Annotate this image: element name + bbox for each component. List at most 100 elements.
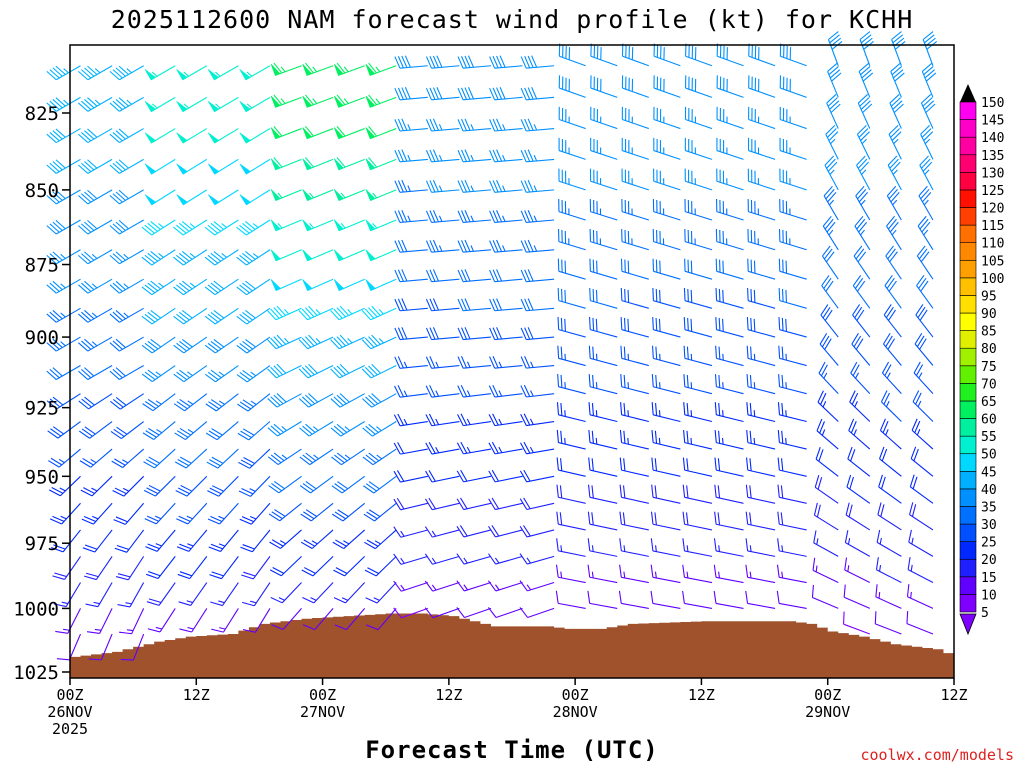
wind-barb bbox=[456, 580, 492, 592]
wind-barb bbox=[457, 413, 492, 427]
wind-barb bbox=[241, 556, 271, 580]
colorbar-label: 115 bbox=[981, 219, 1004, 234]
wind-barb bbox=[394, 239, 428, 253]
wind-barb bbox=[587, 564, 618, 584]
wind-barb bbox=[488, 469, 523, 483]
wind-barb bbox=[682, 484, 713, 504]
wind-barb bbox=[146, 582, 176, 606]
wind-barb bbox=[238, 448, 271, 469]
wind-barb bbox=[333, 582, 366, 604]
wind-barb bbox=[777, 511, 807, 531]
colorbar-top-arrow bbox=[960, 84, 976, 102]
wind-barb bbox=[684, 258, 713, 280]
y-tick-label: 825 bbox=[25, 103, 59, 125]
wind-barb bbox=[457, 327, 492, 341]
wind-barb bbox=[776, 564, 807, 584]
wind-barb bbox=[851, 333, 871, 366]
colorbar-segment bbox=[959, 347, 977, 367]
wind-barb bbox=[778, 374, 807, 395]
wind-barb bbox=[746, 317, 776, 338]
wind-barb bbox=[143, 448, 176, 469]
wind-barb bbox=[113, 502, 145, 525]
wind-barb bbox=[520, 87, 555, 101]
wind-barb bbox=[109, 365, 144, 381]
wind-barb bbox=[886, 215, 902, 251]
wind-barb bbox=[78, 336, 113, 352]
wind-barb bbox=[207, 502, 239, 525]
wind-barb bbox=[425, 385, 460, 398]
colorbar-segment bbox=[959, 365, 977, 384]
wind-barb bbox=[268, 475, 302, 494]
wind-barb bbox=[619, 457, 649, 477]
wind-barb bbox=[207, 475, 239, 497]
x-axis-label: Forecast Time (UTC) bbox=[365, 736, 659, 764]
colorbar-label: 120 bbox=[981, 202, 1004, 217]
wind-barb bbox=[558, 137, 586, 160]
wind-barb bbox=[173, 365, 208, 383]
wind-barb bbox=[855, 185, 871, 221]
x-tick-label: 28NOV bbox=[553, 703, 598, 721]
wind-barb bbox=[489, 269, 523, 283]
wind-barb bbox=[715, 317, 744, 338]
wind-barb bbox=[826, 94, 841, 129]
wind-barb bbox=[302, 157, 334, 171]
wind-barb bbox=[115, 556, 145, 581]
wind-barb bbox=[142, 393, 176, 412]
wind-barb bbox=[489, 179, 523, 193]
wind-barb bbox=[558, 168, 586, 191]
wind-barb bbox=[778, 317, 807, 338]
colorbar-segment bbox=[959, 594, 977, 613]
wind-barb bbox=[425, 87, 460, 101]
wind-barb bbox=[365, 126, 397, 140]
wind-barb bbox=[109, 96, 144, 112]
chart-title: 2025112600 NAM forecast wind profile (kt… bbox=[111, 5, 914, 34]
wind-barb bbox=[822, 245, 839, 280]
wind-barb bbox=[80, 475, 113, 497]
wind-barb bbox=[846, 474, 871, 504]
wind-barb bbox=[365, 278, 397, 291]
wind-barb bbox=[46, 365, 81, 381]
wind-barb bbox=[333, 219, 365, 232]
colorbar-segment bbox=[959, 242, 977, 261]
colorbar-segment bbox=[959, 277, 977, 296]
wind-barb bbox=[621, 75, 649, 98]
wind-barb bbox=[302, 62, 334, 76]
colorbar-label: 70 bbox=[981, 377, 997, 392]
colorbar-label: 110 bbox=[981, 237, 1004, 252]
wind-barb bbox=[46, 96, 81, 112]
wind-barb bbox=[393, 442, 428, 455]
x-tick-label: 26NOV bbox=[47, 703, 92, 721]
wind-barb bbox=[814, 475, 839, 504]
wind-barb bbox=[713, 590, 744, 609]
wind-barb bbox=[207, 65, 239, 81]
wind-barb bbox=[910, 446, 934, 477]
x-tick-label: 12Z bbox=[183, 686, 210, 704]
wind-barb bbox=[883, 304, 902, 338]
wind-barb bbox=[683, 288, 713, 309]
wind-barb bbox=[456, 497, 492, 511]
wind-barb bbox=[489, 118, 523, 132]
wind-barb bbox=[652, 228, 681, 251]
wind-barb bbox=[362, 448, 397, 466]
wind-barb bbox=[110, 393, 144, 410]
colorbar-segment bbox=[959, 435, 977, 455]
wind-barb bbox=[621, 168, 649, 191]
wind-barb bbox=[487, 580, 523, 592]
wind-barb bbox=[714, 457, 744, 477]
wind-barb bbox=[175, 475, 208, 497]
wind-barb bbox=[302, 582, 334, 604]
wind-barb bbox=[653, 137, 681, 160]
wind-barb bbox=[109, 278, 144, 294]
wind-barb bbox=[650, 590, 681, 609]
wind-barb bbox=[747, 258, 776, 280]
colorbar-label: 75 bbox=[981, 360, 997, 375]
colorbar-label: 65 bbox=[981, 395, 997, 410]
wind-barb bbox=[556, 429, 586, 450]
wind-barb bbox=[683, 317, 713, 338]
y-tick-label: 1000 bbox=[13, 598, 59, 620]
colorbar-label: 10 bbox=[981, 588, 997, 603]
wind-barb bbox=[857, 94, 873, 129]
colorbar-segment bbox=[959, 471, 977, 490]
wind-barb bbox=[299, 421, 334, 437]
wind-barb bbox=[302, 189, 334, 201]
